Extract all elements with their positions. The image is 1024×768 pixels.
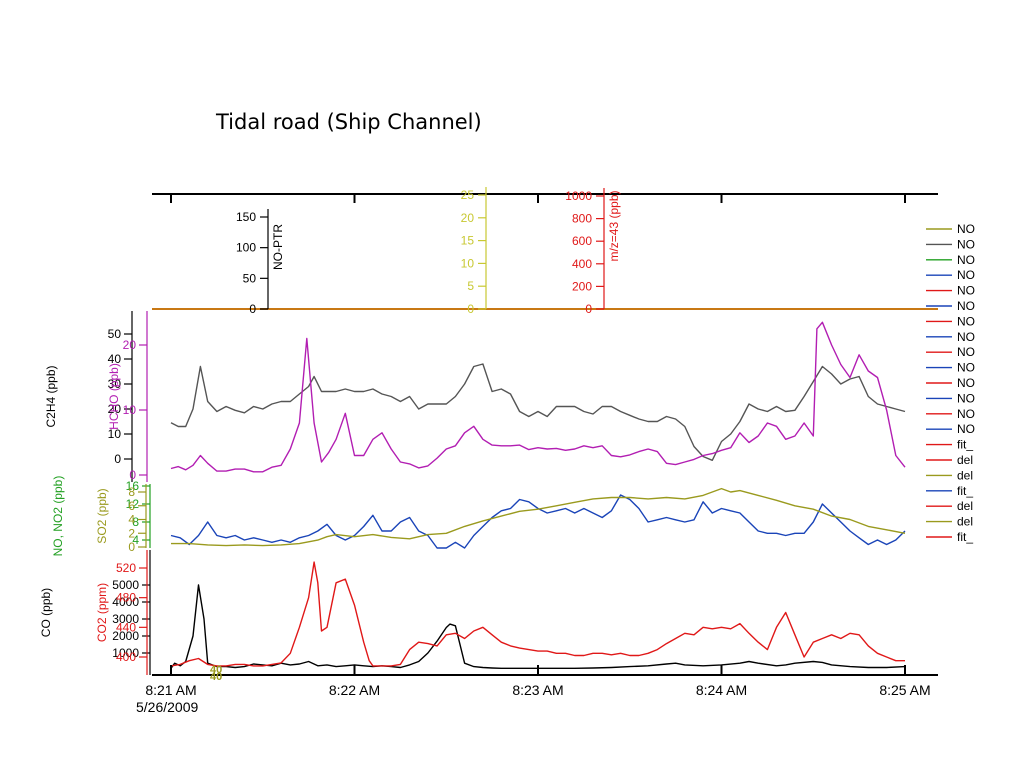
panel-axis-tick-label: 16 bbox=[126, 479, 140, 493]
panel-axis-tick-label: 480 bbox=[116, 591, 136, 605]
series-line bbox=[171, 487, 906, 547]
panel-axis-tick-label: 4 bbox=[128, 513, 135, 527]
series-line bbox=[170, 494, 906, 549]
legend-entry-label: del bbox=[957, 499, 973, 513]
top-axis-tick-label: 25 bbox=[461, 188, 475, 202]
panel-axis-tick-label: 8 bbox=[128, 485, 135, 499]
top-axis-tick-label: 0 bbox=[249, 302, 256, 316]
panel-axis-tick-label: 20 bbox=[108, 402, 122, 416]
series-line bbox=[170, 321, 906, 473]
panel-axis-tick-label: 40 bbox=[108, 352, 122, 366]
legend-entry-label: NO bbox=[957, 345, 975, 359]
panel-axis-tick-label: 12 bbox=[126, 497, 140, 511]
top-axis-label: NO-PTR bbox=[271, 224, 285, 270]
top-axis-tick-label: 20 bbox=[461, 211, 475, 225]
panel-axis-tick-label: 6 bbox=[128, 499, 135, 513]
panel-axis-tick-label: 520 bbox=[116, 561, 136, 575]
panel-axis-tick-label: 0 bbox=[114, 452, 121, 466]
panel-axis-label: C2H4 (ppb) bbox=[44, 365, 58, 427]
legend-entry-label: del bbox=[957, 468, 973, 482]
stray-label: 40 bbox=[210, 664, 222, 676]
panel-axis-label: CO (ppb) bbox=[39, 588, 53, 637]
top-axis-tick-label: 1000 bbox=[565, 189, 592, 203]
series-line bbox=[170, 561, 905, 667]
top-axis-tick-label: 15 bbox=[461, 234, 475, 248]
legend-entry-label: NO bbox=[957, 284, 975, 298]
series-line bbox=[170, 584, 906, 669]
legend-entry-label: NO bbox=[957, 253, 975, 267]
legend-entry-label: fit_ bbox=[957, 438, 973, 452]
panel-axis-tick-label: 400 bbox=[116, 650, 136, 664]
panel-axis-tick-label: 3000 bbox=[112, 612, 139, 626]
legend-entry-label: NO bbox=[957, 330, 975, 344]
legend-entry-label: del bbox=[957, 453, 973, 467]
panel-axis-tick-label: 2 bbox=[128, 526, 135, 540]
panel-axis-tick-label: 4 bbox=[132, 533, 139, 547]
top-axis-tick-label: 800 bbox=[572, 212, 592, 226]
legend-entry-label: NO bbox=[957, 407, 975, 421]
legend-entry-label: fit_ bbox=[957, 484, 973, 498]
legend-entry-label: NO bbox=[957, 314, 975, 328]
x-axis-date-label: 5/26/2009 bbox=[136, 699, 198, 715]
top-axis-tick-label: 0 bbox=[585, 302, 592, 316]
panel-axis-tick-label: 0 bbox=[129, 468, 136, 482]
legend-entry-label: fit_ bbox=[957, 530, 973, 544]
legend-entry-label: NO bbox=[957, 376, 975, 390]
stray-label: 40 bbox=[210, 671, 222, 683]
panel-axis-tick-label: 10 bbox=[123, 403, 137, 417]
x-axis-tick-label: 8:21 AM bbox=[145, 682, 196, 698]
top-axis-tick-label: 100 bbox=[236, 241, 256, 255]
legend-entry-label: NO bbox=[957, 422, 975, 436]
legend-entry-label: NO bbox=[957, 299, 975, 313]
top-axis-tick-label: 600 bbox=[572, 234, 592, 248]
legend-entry-label: del bbox=[957, 515, 973, 529]
panel-axis-tick-label: 20 bbox=[123, 338, 137, 352]
panel-axis-label: HCHO (ppb) bbox=[107, 363, 121, 430]
legend-entry-label: NO bbox=[957, 237, 975, 251]
x-axis-tick-label: 8:24 AM bbox=[696, 682, 747, 698]
top-axis-tick-label: 200 bbox=[572, 279, 592, 293]
top-axis-tick-label: 50 bbox=[243, 271, 257, 285]
panel-axis-label: SO2 (ppb) bbox=[95, 488, 109, 543]
series-line bbox=[170, 363, 906, 461]
top-axis-tick-label: 400 bbox=[572, 257, 592, 271]
panel-axis-tick-label: 30 bbox=[108, 377, 122, 391]
x-axis-tick-label: 8:22 AM bbox=[329, 682, 380, 698]
top-axis-label: m/z=43 (ppb) bbox=[607, 190, 621, 261]
panel-axis-tick-label: 50 bbox=[108, 327, 122, 341]
panel-axis-tick-label: 5000 bbox=[112, 578, 139, 592]
panel-axis-tick-label: 0 bbox=[128, 540, 135, 554]
top-axis-tick-label: 0 bbox=[467, 302, 474, 316]
panel-axis-tick-label: 4000 bbox=[112, 595, 139, 609]
panel-axis-tick-label: 1000 bbox=[112, 646, 139, 660]
legend-entry-label: NO bbox=[957, 268, 975, 282]
panel-axis-label: NO, NO2 (ppb) bbox=[51, 476, 65, 557]
panel-axis-tick-label: 2000 bbox=[112, 629, 139, 643]
legend-entry-label: NO bbox=[957, 222, 975, 236]
panel-axis-tick-label: 10 bbox=[108, 427, 122, 441]
top-axis-tick-label: 150 bbox=[236, 210, 256, 224]
panel-axis-tick-label: 440 bbox=[116, 620, 136, 634]
chart-title: Tidal road (Ship Channel) bbox=[216, 110, 482, 134]
top-axis-tick-label: 10 bbox=[461, 256, 475, 270]
panel-axis-label: CO2 (ppm) bbox=[95, 583, 109, 642]
x-axis-tick-label: 8:25 AM bbox=[879, 682, 930, 698]
top-axis-tick-label: 5 bbox=[467, 279, 474, 293]
x-axis-tick-label: 8:23 AM bbox=[512, 682, 563, 698]
legend-entry-label: NO bbox=[957, 361, 975, 375]
panel-axis-tick-label: 8 bbox=[132, 515, 139, 529]
legend-entry-label: NO bbox=[957, 391, 975, 405]
